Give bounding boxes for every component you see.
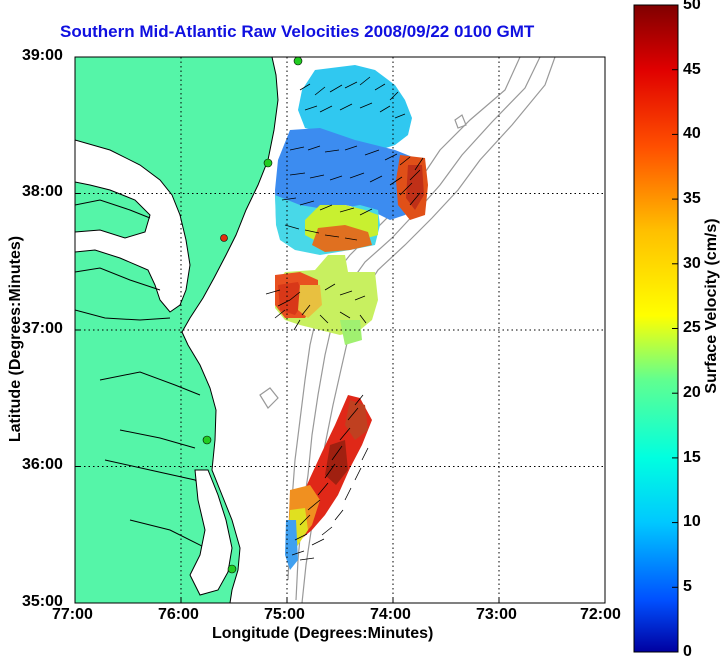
y-tick-label: 35:00 (22, 593, 63, 610)
colorbar (633, 4, 679, 653)
station-marker (293, 57, 303, 66)
velocity-patches (275, 65, 428, 570)
y-tick-label: 37:00 (22, 320, 63, 337)
station-marker (220, 234, 228, 242)
colorbar-label: Surface Velocity (cm/s) (703, 218, 720, 394)
colorbar-tick: 0 (683, 643, 692, 660)
y-tick-label: 38:00 (22, 183, 63, 200)
x-tick-label: 73:00 (476, 606, 517, 623)
graticule (75, 57, 605, 603)
velocity-vectors (265, 76, 424, 561)
colorbar-tick: 30 (683, 255, 701, 272)
pamlico-sound (189, 469, 233, 596)
colorbar-tick: 20 (683, 384, 701, 401)
y-axis-label: Latitude (Degrees:Minutes) (7, 235, 24, 443)
colorbar-tick: 45 (683, 61, 701, 78)
colorbar-tick: 35 (683, 190, 701, 207)
colorbar-tick: 15 (683, 449, 701, 466)
x-tick-label: 76:00 (158, 606, 199, 623)
station-marker (202, 435, 212, 445)
colorbar-tick: 10 (683, 513, 701, 530)
x-tick-label: 77:00 (52, 606, 93, 623)
y-tick-label: 36:00 (22, 456, 63, 473)
station-marker (263, 158, 273, 168)
colorbar-tick: 50 (683, 0, 701, 13)
x-tick-label: 74:00 (370, 606, 411, 623)
x-tick-label: 75:00 (264, 606, 305, 623)
map-title: Southern Mid-Atlantic Raw Velocities 200… (60, 22, 535, 41)
chesapeake-bay (75, 139, 191, 313)
colorbar-tick: 40 (683, 125, 701, 142)
x-axis-label: Longitude (Degrees:Minutes) (212, 625, 434, 642)
colorbar-tick: 25 (683, 319, 701, 336)
x-tick-label: 72:00 (580, 606, 621, 623)
y-tick-label: 39:00 (22, 47, 63, 64)
colorbar-tick: 5 (683, 578, 692, 595)
station-marker (227, 564, 237, 574)
